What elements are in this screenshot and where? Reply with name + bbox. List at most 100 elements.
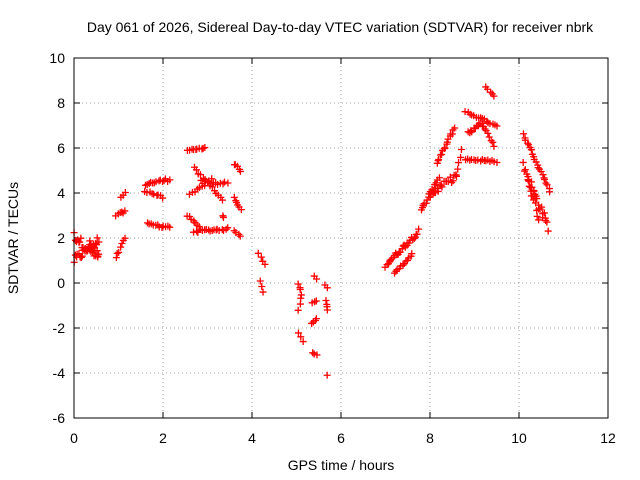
data-point — [519, 158, 527, 166]
data-point — [543, 218, 551, 226]
data-point — [92, 239, 100, 247]
data-point — [435, 155, 443, 163]
data-point — [466, 110, 474, 118]
data-point — [254, 249, 262, 257]
data-point — [487, 137, 495, 145]
data-point — [454, 165, 462, 173]
data-point — [479, 119, 487, 127]
data-point — [256, 277, 264, 285]
data-point — [77, 234, 85, 242]
data-point — [422, 199, 430, 207]
data-point — [294, 329, 302, 337]
tick-labels: 0 2 4 6 8 10 12 -6 -4 -2 0 2 4 6 8 10 — [49, 50, 616, 446]
data-point — [528, 192, 536, 200]
plot-frame — [73, 57, 609, 419]
data-point — [524, 139, 532, 147]
chart-title: Day 061 of 2026, Sidereal Day-to-day VTE… — [87, 19, 594, 35]
data-point — [451, 124, 459, 132]
data-points — [70, 83, 554, 379]
data-point — [208, 175, 216, 183]
data-point — [438, 183, 446, 191]
data-point — [457, 145, 465, 153]
data-point — [457, 153, 465, 161]
data-point — [83, 246, 91, 254]
data-point — [435, 174, 443, 182]
data-point — [152, 178, 160, 186]
data-point — [490, 142, 498, 150]
data-point — [294, 280, 302, 288]
x-tick-label: 8 — [426, 430, 434, 446]
data-point — [77, 253, 85, 261]
data-point — [449, 177, 457, 185]
data-point — [535, 216, 543, 224]
data-point — [91, 244, 99, 252]
x-tick-label: 0 — [70, 430, 78, 446]
data-point — [525, 182, 533, 190]
data-point — [118, 240, 126, 248]
data-point — [78, 252, 86, 260]
data-point — [220, 178, 228, 186]
y-tick-label: -6 — [53, 410, 66, 426]
grid-lines — [74, 58, 608, 418]
data-point — [313, 351, 321, 359]
data-point — [533, 206, 541, 214]
x-tick-label: 10 — [511, 430, 527, 446]
x-tick-label: 2 — [159, 430, 167, 446]
data-point — [322, 296, 330, 304]
data-point — [166, 223, 174, 231]
data-point — [468, 128, 476, 136]
data-point — [312, 315, 320, 323]
data-point — [540, 176, 548, 184]
data-point — [257, 253, 265, 261]
data-point — [166, 176, 174, 184]
data-point — [297, 333, 305, 341]
data-point — [415, 225, 423, 233]
data-point — [113, 249, 121, 257]
data-point — [112, 254, 120, 262]
data-point — [534, 164, 542, 172]
data-point — [323, 306, 331, 314]
data-point — [236, 232, 244, 240]
x-axis-label: GPS time / hours — [288, 457, 395, 473]
data-point — [527, 146, 535, 154]
data-point — [538, 203, 546, 211]
data-point — [546, 188, 554, 196]
data-point — [519, 130, 527, 138]
y-tick-label: 0 — [57, 275, 65, 291]
data-point — [441, 144, 449, 152]
data-point — [323, 284, 331, 292]
data-point — [258, 283, 266, 291]
x-tick-label: 4 — [248, 430, 256, 446]
y-tick-label: 6 — [57, 140, 65, 156]
data-point — [542, 216, 550, 224]
data-point — [237, 206, 245, 214]
data-point — [408, 250, 416, 258]
data-point — [199, 144, 207, 152]
data-point — [158, 224, 166, 232]
y-tick-label: 4 — [57, 185, 65, 201]
data-point — [413, 230, 421, 238]
data-point — [540, 209, 548, 217]
data-point — [76, 238, 84, 246]
data-point — [485, 133, 493, 141]
data-point — [446, 173, 454, 181]
x-tick-label: 6 — [337, 430, 345, 446]
data-point — [150, 190, 158, 198]
data-point — [410, 234, 418, 242]
data-point — [309, 349, 317, 357]
data-point — [259, 288, 267, 296]
data-point — [95, 238, 103, 246]
data-point — [297, 294, 305, 302]
data-point — [481, 125, 489, 133]
data-point — [87, 240, 95, 248]
data-point — [201, 144, 209, 152]
data-point — [224, 224, 232, 232]
data-point — [117, 243, 125, 251]
data-point — [490, 92, 498, 100]
data-point — [299, 338, 307, 346]
data-point — [218, 196, 226, 204]
y-tick-label: 10 — [49, 50, 65, 66]
data-point — [399, 261, 407, 269]
